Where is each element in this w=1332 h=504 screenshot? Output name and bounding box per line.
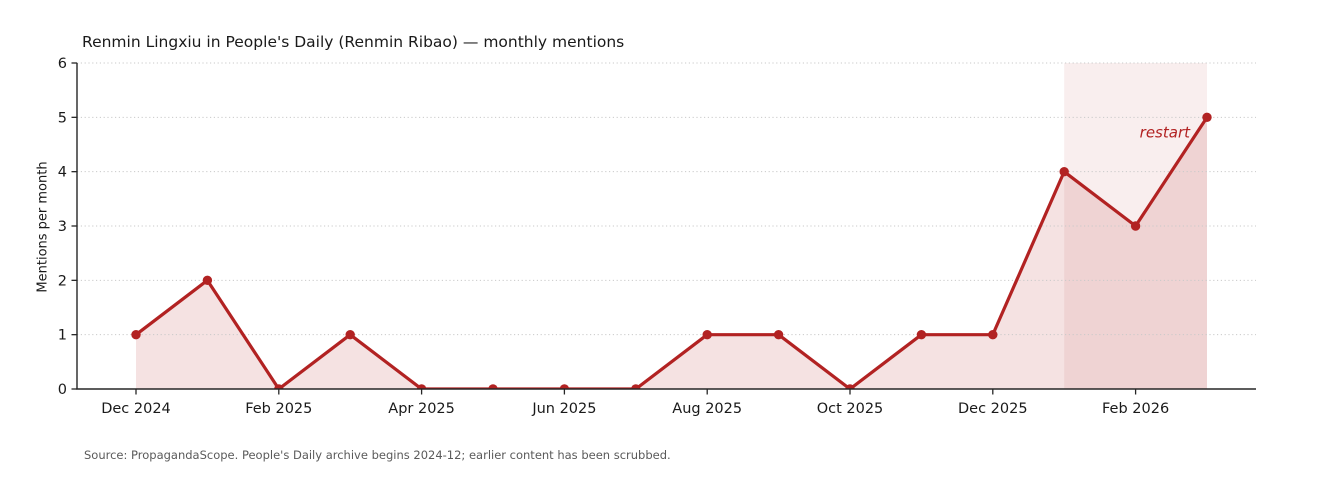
series-line: [134, 115, 1209, 389]
y-tick-label: 2: [58, 273, 67, 289]
data-point-marker: [131, 329, 141, 340]
source-note: Source: PropagandaScope. People's Daily …: [84, 448, 671, 462]
data-point-marker: [202, 275, 213, 286]
data-point-marker: [345, 329, 355, 340]
tick-marks: [71, 62, 1137, 395]
data-point-marker: [1202, 112, 1212, 123]
x-tick-label: Jun 2025: [531, 401, 596, 417]
area-fill: [136, 117, 1207, 389]
x-tick-label: Oct 2025: [817, 401, 884, 417]
data-points: [131, 112, 1212, 389]
data-point-marker: [1130, 221, 1141, 231]
data-point-marker: [488, 384, 498, 389]
y-tick-label: 0: [58, 382, 67, 398]
y-tick-label: 1: [58, 328, 67, 344]
x-tick-labels: Dec 2024 Feb 2025 Apr 2025 Jun 2025 Aug 2025…: [101, 401, 1169, 417]
x-tick-label: Apr 2025: [388, 401, 455, 417]
data-point-marker: [416, 384, 427, 389]
y-tick-label: 3: [58, 219, 67, 235]
data-point-marker: [845, 384, 855, 389]
data-point-marker: [916, 329, 927, 340]
y-tick-label: 6: [58, 56, 67, 72]
data-point-marker: [773, 329, 784, 340]
restart-annotation: restart: [1140, 123, 1191, 141]
x-tick-label: Feb 2026: [1102, 401, 1169, 417]
data-point-marker: [274, 384, 284, 389]
data-point-marker: [631, 384, 641, 389]
data-point-marker: [702, 329, 712, 340]
x-tick-label: Aug 2025: [672, 401, 742, 417]
y-tick-label: 4: [58, 165, 67, 181]
x-tick-label: Dec 2024: [101, 401, 171, 417]
chart-title: Renmin Lingxiu in People's Daily (Renmin…: [82, 33, 625, 51]
x-tick-label: Dec 2025: [958, 401, 1028, 417]
data-point-marker: [988, 329, 998, 340]
data-point-marker: [1059, 166, 1069, 177]
y-tick-labels: 0 1 2 3 4 5 6: [58, 56, 67, 398]
x-tick-label: Feb 2025: [245, 401, 312, 417]
y-tick-label: 5: [58, 110, 67, 126]
data-point-marker: [559, 384, 570, 389]
